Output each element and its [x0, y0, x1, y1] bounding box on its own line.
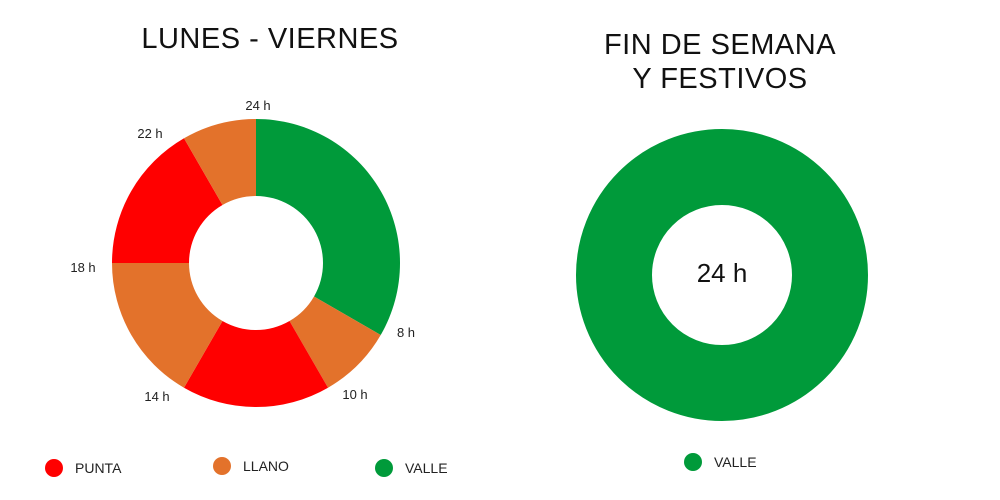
- legend-item-punta: PUNTA: [45, 459, 121, 477]
- weekend-title-line-1: FIN DE SEMANA: [603, 29, 837, 61]
- legend-item-valle: VALLE: [375, 459, 448, 477]
- weekend-center-label: 24 h: [697, 258, 748, 288]
- weekend-legend-label-valle: VALLE: [714, 454, 757, 470]
- punta-color-dot: [45, 459, 63, 477]
- weekday-chart-title: LUNES - VIERNES: [141, 23, 399, 55]
- weekend-segment-valle: [576, 129, 868, 421]
- weekday-donut-chart: 24 h 8 h 10 h 14 h 18 h 22 h: [70, 98, 415, 408]
- weekend-donut-chart: 24 h: [576, 129, 868, 421]
- hour-label-8h: 8 h: [397, 325, 415, 340]
- weekday-segment-6-llano: [184, 119, 256, 205]
- hour-label-22h: 22 h: [137, 126, 162, 141]
- legend-label-llano: LLANO: [243, 458, 289, 474]
- hour-label-10h: 10 h: [342, 387, 367, 402]
- hour-label-18h: 18 h: [70, 260, 95, 275]
- legend-item-llano: LLANO: [213, 457, 289, 475]
- weekday-segment-4-llano: [112, 263, 223, 388]
- weekend-title-line-2: Y FESTIVOS: [632, 63, 808, 95]
- weekday-segment-1-valle: [256, 119, 400, 335]
- weekend-chart-title: FIN DE SEMANA Y FESTIVOS: [580, 28, 860, 96]
- valle-color-dot: [375, 459, 393, 477]
- weekday-segment-3-punta: [184, 321, 328, 408]
- weekend-legend-item-valle: VALLE: [684, 453, 757, 471]
- legend-label-valle: VALLE: [405, 460, 448, 476]
- llano-color-dot: [213, 457, 231, 475]
- legend-label-punta: PUNTA: [75, 460, 122, 476]
- weekend-valle-color-dot: [684, 453, 702, 471]
- hour-label-24h: 24 h: [245, 98, 270, 113]
- weekday-segment-2-llano: [289, 296, 381, 388]
- weekday-segment-5-punta: [112, 138, 223, 263]
- hour-label-14h: 14 h: [144, 389, 169, 404]
